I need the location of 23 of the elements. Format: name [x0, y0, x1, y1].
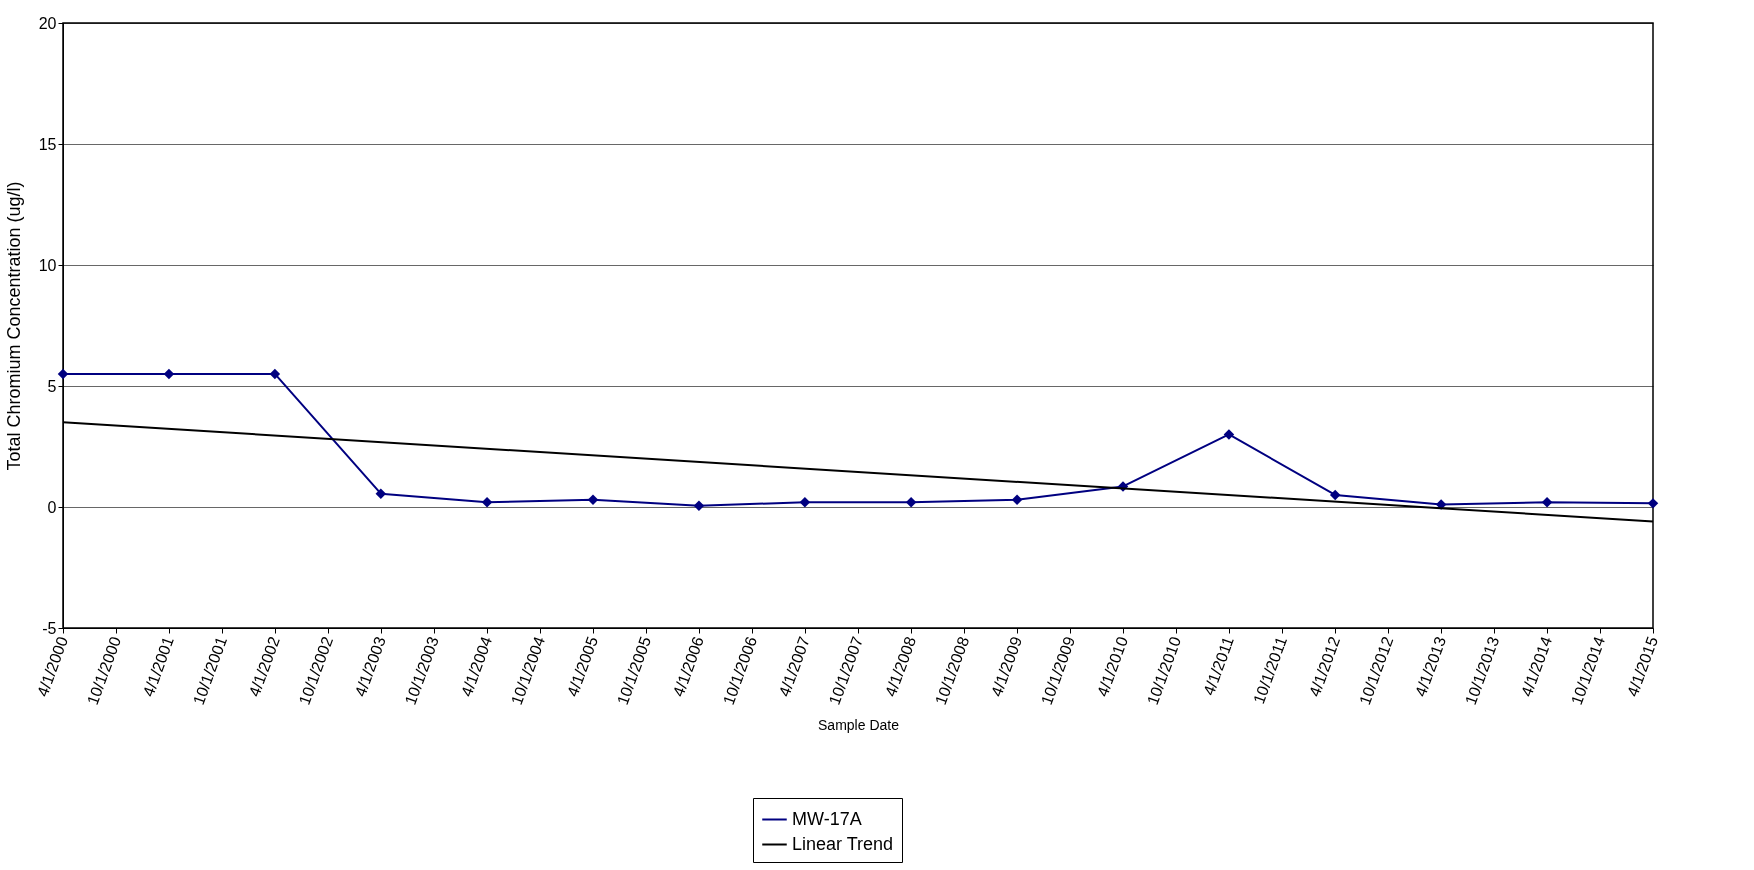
y-tick-label: -5 — [42, 619, 57, 637]
point — [1647, 498, 1659, 509]
legend-label: Linear Trend — [792, 833, 894, 854]
point — [269, 368, 281, 380]
point — [57, 368, 69, 380]
point — [587, 494, 599, 505]
y-tick-label: 15 — [38, 135, 57, 153]
y-axis-title: Total Chromium Concentration (ug/l) — [3, 181, 24, 471]
y-tick-label: 20 — [38, 14, 57, 32]
y-tick-label: 5 — [47, 377, 57, 395]
point — [693, 500, 705, 512]
legend-label: MW-17A — [792, 808, 862, 829]
point — [1223, 429, 1235, 440]
point — [1541, 496, 1553, 508]
y-tick-label: 0 — [47, 498, 57, 516]
point — [481, 496, 493, 508]
point — [799, 496, 811, 508]
point — [375, 488, 387, 499]
y-tick-label: 10 — [38, 256, 57, 274]
point — [905, 496, 917, 508]
point — [1329, 489, 1341, 501]
x-axis-title: Sample Date — [818, 717, 900, 734]
point — [1011, 494, 1023, 505]
